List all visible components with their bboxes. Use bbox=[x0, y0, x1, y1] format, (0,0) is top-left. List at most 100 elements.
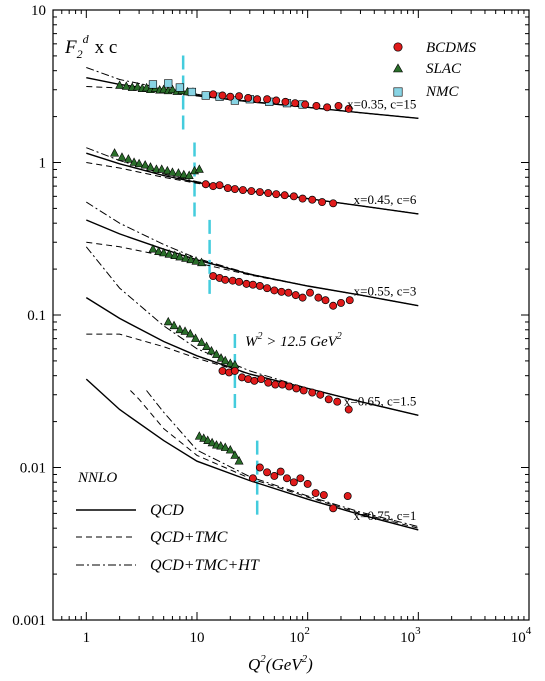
slac-point bbox=[123, 154, 133, 163]
bcdms-point bbox=[255, 188, 264, 197]
slac-point bbox=[175, 251, 185, 261]
bcdms-point bbox=[301, 100, 310, 109]
bcdms-point bbox=[289, 478, 298, 487]
bcdms-point bbox=[201, 180, 210, 189]
slac-point bbox=[203, 435, 213, 444]
slac-point bbox=[220, 355, 230, 365]
slac-point bbox=[230, 450, 240, 459]
slac-point bbox=[186, 254, 196, 264]
bcdms-point bbox=[255, 463, 264, 472]
bcdms-point bbox=[278, 380, 287, 389]
bcdms-point bbox=[314, 293, 323, 302]
bcdms-point bbox=[296, 474, 305, 483]
x-tick-label: 104 bbox=[511, 625, 532, 646]
bcdms-point bbox=[250, 376, 259, 385]
slac-point bbox=[148, 244, 158, 253]
x-tick-labels: 1 10 102 103 104 bbox=[83, 625, 532, 646]
y-tick-label: 0.1 bbox=[27, 308, 46, 324]
slac-point bbox=[121, 81, 131, 90]
bcdms-point bbox=[248, 280, 257, 289]
bcdms-point bbox=[230, 366, 239, 375]
bcdms-point bbox=[238, 186, 247, 194]
x-tick-label: 1 bbox=[83, 630, 91, 646]
slac-point bbox=[117, 152, 127, 161]
slac-point bbox=[179, 169, 189, 179]
bcdms-point bbox=[334, 101, 343, 110]
w2-cut-annotation: W2 > 12.5 GeV2 bbox=[245, 331, 342, 350]
bcdms-point bbox=[281, 97, 290, 106]
bcdms-point bbox=[277, 287, 286, 296]
bcdms-point bbox=[209, 272, 218, 281]
bcdms-point bbox=[284, 288, 293, 297]
legend-ht-label: QCD+TMC+HT bbox=[150, 557, 260, 574]
y-tick-label: 0.001 bbox=[12, 613, 46, 629]
legend-slac-marker bbox=[392, 63, 404, 73]
bcdms-point bbox=[298, 293, 307, 302]
slac-point bbox=[185, 328, 195, 338]
bcdms-point bbox=[272, 96, 281, 105]
group-labels: x=0.35, c=15 x=0.45, c=6 x=0.55, c=3 x=0.65… bbox=[344, 96, 417, 523]
bcdms-point bbox=[235, 277, 244, 286]
slac-point bbox=[225, 444, 235, 454]
bcdms-point bbox=[242, 279, 251, 288]
slac-point bbox=[234, 456, 244, 465]
bcdms-point bbox=[264, 189, 273, 198]
bcdms-point bbox=[223, 184, 232, 192]
qcd-curve bbox=[85, 297, 419, 416]
slac-point bbox=[194, 431, 204, 440]
bcdms-point bbox=[285, 382, 294, 391]
legend-nmc-marker bbox=[393, 87, 403, 97]
bcdms-point bbox=[292, 384, 301, 393]
slac-point bbox=[140, 160, 150, 169]
x-tick-label: 102 bbox=[289, 625, 310, 646]
bcdms-point bbox=[270, 286, 279, 295]
slac-point bbox=[132, 82, 142, 91]
bcdms-point bbox=[321, 296, 330, 305]
slac-point bbox=[211, 349, 221, 358]
slac-point bbox=[169, 320, 179, 330]
bcdms-point bbox=[235, 92, 244, 101]
bcdms-point bbox=[311, 489, 320, 497]
legend-slac-label: SLAC bbox=[426, 61, 462, 77]
slac-point bbox=[197, 257, 207, 267]
slac-point bbox=[216, 353, 226, 362]
y-tick-label: 10 bbox=[31, 3, 46, 19]
bcdms-point bbox=[345, 296, 354, 305]
bcdms-point bbox=[303, 480, 312, 488]
bcdms-point bbox=[324, 395, 333, 404]
y-tick-label: 0.01 bbox=[20, 461, 46, 477]
bcdms-point bbox=[289, 192, 298, 201]
legend-tmc-label: QCD+TMC bbox=[150, 529, 228, 546]
slac-point bbox=[170, 250, 180, 259]
qcd-curve bbox=[85, 378, 419, 531]
bcdms-point bbox=[343, 492, 352, 500]
slac-point bbox=[175, 324, 185, 334]
bcdms-point bbox=[248, 474, 257, 483]
bcdms-point bbox=[312, 101, 321, 110]
data-points bbox=[110, 79, 354, 513]
slac-point bbox=[134, 158, 144, 168]
bcdms-point bbox=[218, 366, 227, 375]
slac-point bbox=[110, 148, 120, 157]
slac-point bbox=[184, 170, 194, 179]
group-label: x=0.45, c=6 bbox=[354, 192, 417, 207]
bcdms-point bbox=[283, 474, 291, 483]
group-label: x=0.35, c=15 bbox=[347, 96, 416, 111]
qcd-tmc-curve bbox=[130, 390, 419, 529]
y-tick-label: 1 bbox=[39, 156, 47, 172]
bcdms-point bbox=[308, 388, 317, 397]
bcdms-point bbox=[298, 194, 307, 203]
bcdms-point bbox=[228, 276, 237, 285]
slac-point bbox=[115, 80, 125, 89]
legend-qcd-label: QCD bbox=[150, 502, 184, 519]
bcdms-point bbox=[344, 405, 353, 414]
slac-point bbox=[194, 164, 204, 173]
bcdms-point bbox=[323, 103, 332, 112]
group-label: x=0.65, c=1.5 bbox=[344, 393, 416, 408]
bcdms-point bbox=[299, 386, 308, 395]
x-tick-label: 103 bbox=[400, 625, 421, 646]
group-label: x=0.55, c=3 bbox=[354, 284, 417, 299]
bcdms-point bbox=[244, 94, 253, 102]
bcdms-point bbox=[221, 275, 230, 284]
slac-point bbox=[191, 256, 201, 265]
